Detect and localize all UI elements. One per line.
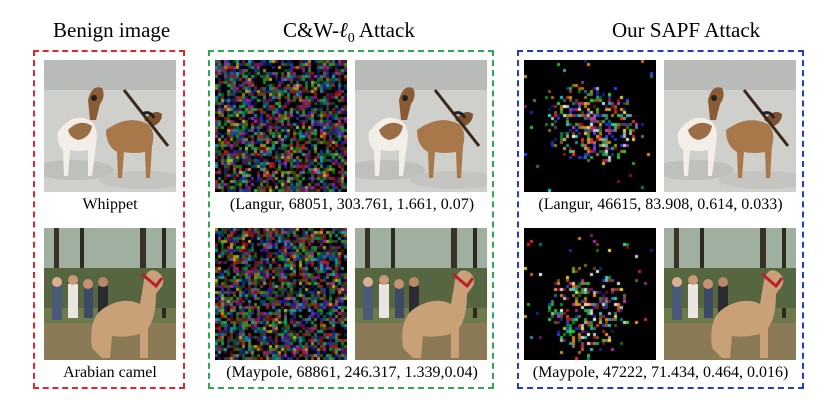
cw-title-suffix: Attack (354, 18, 415, 42)
cw-caption-langur: (Langur, 68051, 303.761, 1.661, 0.07) (229, 196, 475, 213)
sapf-title: Our SAPF Attack (612, 18, 761, 42)
sapf-perturbation-image (524, 60, 656, 192)
sapf-box (517, 50, 804, 389)
cw-perturbation-image (215, 60, 347, 192)
benign-box (33, 50, 185, 389)
whippet-caption: Whippet (82, 196, 138, 213)
camel-image (44, 228, 176, 360)
sapf-perturbation-image (524, 228, 656, 360)
benign-title: Benign image (53, 18, 171, 42)
cw-title-subscript: 0 (347, 31, 355, 47)
cw-perturbation-image (215, 228, 347, 360)
sapf-caption-maypole: (Maypole, 47222, 71.434, 0.464, 0.016) (532, 364, 789, 381)
cw-caption-maypole: (Maypole, 68861, 246.317, 1.339,0.04) (226, 364, 478, 381)
sapf-caption-langur: (Langur, 46615, 83.908, 0.614, 0.033) (538, 196, 783, 213)
whippet-image (44, 60, 176, 192)
cw-title-symbol: ℓ (339, 18, 348, 42)
cw-adversarial-camel-image (355, 228, 487, 360)
cw-box (208, 50, 494, 389)
sapf-adversarial-camel-image (664, 228, 796, 360)
cw-title-prefix: C&W- (283, 18, 339, 42)
cw-title: C&W-ℓ0 Attack (283, 18, 415, 47)
cw-adversarial-whippet-image (355, 60, 487, 192)
camel-caption: Arabian camel (63, 364, 157, 381)
sapf-adversarial-whippet-image (664, 60, 796, 192)
